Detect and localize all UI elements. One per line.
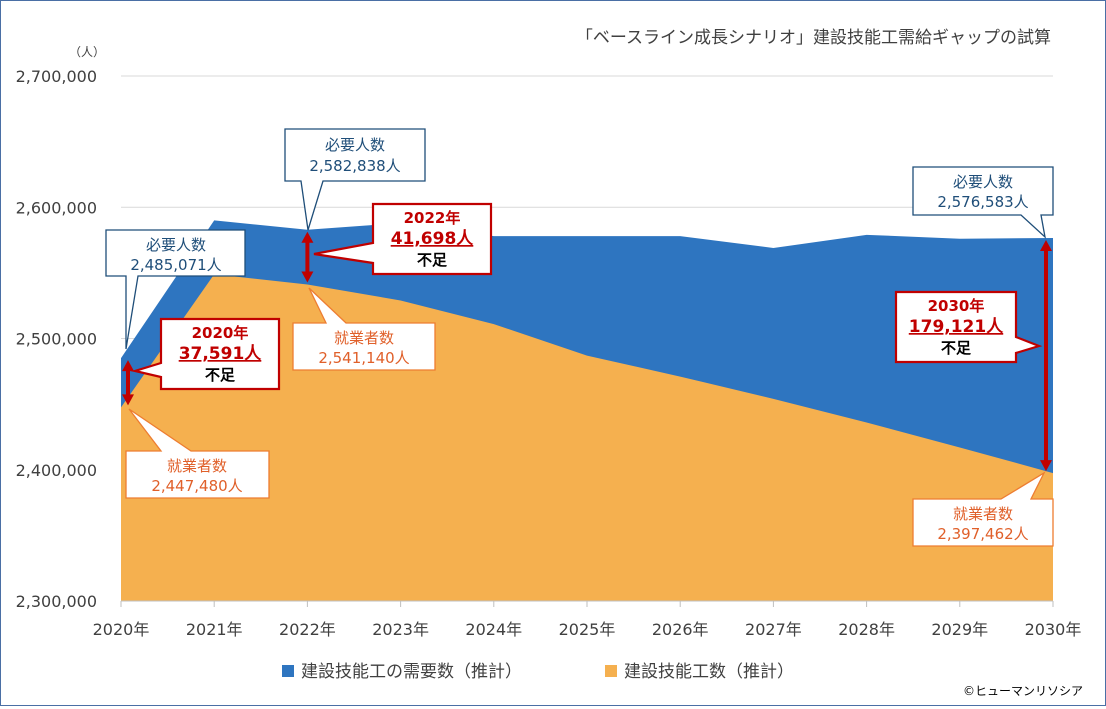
x-tick-label: 2021年	[186, 620, 243, 639]
x-tick-label: 2029年	[931, 620, 988, 639]
x-tick-label: 2022年	[279, 620, 336, 639]
gap-arrow	[301, 231, 314, 283]
legend-label-supply: 建設技能工数（推計）	[624, 662, 794, 682]
callout-label: 必要人数	[146, 236, 206, 254]
chart-title: 「ベースライン成長シナリオ」建設技能工需給ギャップの試算	[576, 28, 1051, 48]
callout-value: 2,447,480人	[151, 477, 242, 495]
x-tick-labels: 2020年 2021年 2022年 2023年 2024年 2025年 2026…	[93, 620, 1082, 639]
gap-arrow	[1040, 239, 1052, 472]
callout-label: 必要人数	[325, 136, 385, 154]
callout-label: 就業者数	[167, 457, 227, 475]
callout-label: 就業者数	[334, 329, 394, 347]
gap-arrow	[122, 360, 134, 406]
y-tick-label: 2,300,000	[16, 592, 97, 611]
gap-year: 2020年	[192, 324, 249, 342]
gap-arrows	[122, 231, 1052, 472]
callout-value: 2,576,583人	[937, 193, 1028, 211]
gap-suffix: 不足	[205, 366, 236, 384]
callout-gap-2022: 2022年 41,698人 不足	[313, 202, 493, 276]
callout-gap-2020: 2020年 37,591人 不足	[130, 317, 281, 391]
callout-supply-2022: 就業者数 2,541,140人	[292, 287, 436, 371]
legend-swatch-demand	[282, 665, 294, 677]
legend-label-demand: 建設技能工の需要数（推計）	[301, 662, 522, 682]
gap-value: 179,121人	[909, 317, 1004, 337]
y-tick-label: 2,600,000	[16, 198, 97, 217]
gap-suffix: 不足	[417, 251, 448, 269]
y-tick-labels: 2,300,000 2,400,000 2,500,000 2,600,000 …	[16, 67, 97, 611]
x-tick-label: 2027年	[745, 620, 802, 639]
x-ticks	[120, 601, 1054, 607]
gap-year: 2022年	[404, 209, 461, 227]
callout-demand-2030: 必要人数 2,576,583人	[912, 166, 1054, 239]
x-tick-label: 2024年	[465, 620, 522, 639]
gap-year: 2030年	[928, 297, 985, 315]
callout-value: 2,485,071人	[130, 256, 221, 274]
y-tick-label: 2,500,000	[16, 330, 97, 349]
legend-swatch-supply	[605, 665, 617, 677]
y-tick-label: 2,700,000	[16, 67, 97, 86]
x-tick-label: 2023年	[372, 620, 429, 639]
gap-value: 37,591人	[179, 344, 263, 364]
callout-demand-2020: 必要人数 2,485,071人	[105, 229, 246, 350]
gap-suffix: 不足	[941, 339, 972, 357]
callout-gap-2030: 2030年 179,121人 不足	[894, 290, 1043, 364]
x-tick-label: 2020年	[93, 620, 150, 639]
x-tick-label: 2028年	[838, 620, 895, 639]
legend: 建設技能工の需要数（推計） 建設技能工数（推計）	[282, 662, 794, 682]
y-unit-label: （人）	[69, 45, 105, 59]
callout-value: 2,541,140人	[318, 349, 409, 367]
callout-value: 2,397,462人	[937, 525, 1028, 543]
copyright: ©ヒューマンリソシア	[963, 684, 1083, 698]
callout-demand-2022: 必要人数 2,582,838人	[284, 128, 426, 231]
x-tick-label: 2025年	[559, 620, 616, 639]
y-tick-label: 2,400,000	[16, 461, 97, 480]
callout-value: 2,582,838人	[309, 157, 400, 175]
x-tick-label: 2030年	[1025, 620, 1082, 639]
callout-label: 必要人数	[953, 173, 1013, 191]
callout-label: 就業者数	[953, 505, 1013, 523]
callout-supply-2030: 就業者数 2,397,462人	[912, 471, 1054, 547]
gap-value: 41,698人	[391, 229, 475, 249]
callout-supply-2020: 就業者数 2,447,480人	[125, 408, 270, 499]
x-tick-label: 2026年	[652, 620, 709, 639]
